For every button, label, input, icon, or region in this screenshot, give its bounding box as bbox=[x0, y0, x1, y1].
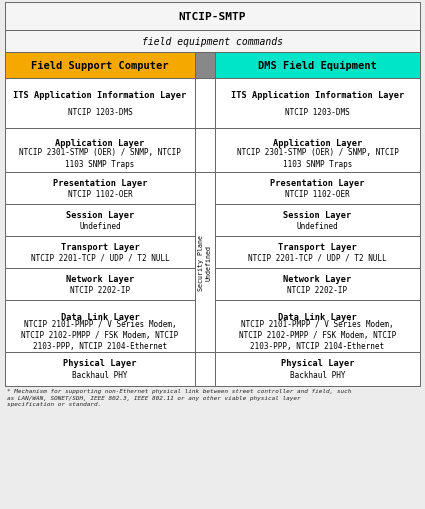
Text: Network Layer: Network Layer bbox=[66, 274, 134, 283]
Bar bbox=[195, 129, 215, 173]
Text: NTCIP 2202-IP: NTCIP 2202-IP bbox=[70, 286, 130, 294]
Text: NTCIP 2201-TCP / UDP / T2 NULL: NTCIP 2201-TCP / UDP / T2 NULL bbox=[248, 253, 387, 263]
Bar bbox=[195, 352, 215, 386]
Bar bbox=[215, 352, 420, 386]
Bar bbox=[5, 300, 195, 352]
Bar bbox=[195, 79, 215, 129]
Bar bbox=[215, 129, 420, 173]
Text: NTCIP 1102-OER: NTCIP 1102-OER bbox=[68, 189, 132, 199]
Text: ITS Application Information Layer: ITS Application Information Layer bbox=[231, 90, 404, 99]
Text: Backhaul PHY: Backhaul PHY bbox=[290, 371, 345, 380]
Text: Transport Layer: Transport Layer bbox=[278, 242, 357, 251]
Bar bbox=[215, 173, 420, 205]
Bar bbox=[5, 53, 195, 79]
Bar bbox=[195, 53, 215, 79]
Text: NTCIP 2101-PMPP / V Series Modem,
NTCIP 2102-PMPP / FSK Modem, NTCIP
2103-PPP, N: NTCIP 2101-PMPP / V Series Modem, NTCIP … bbox=[239, 320, 396, 351]
Bar bbox=[5, 205, 195, 237]
Text: Data Link Layer: Data Link Layer bbox=[61, 313, 139, 322]
Text: Undefined: Undefined bbox=[79, 221, 121, 231]
Text: Presentation Layer: Presentation Layer bbox=[270, 178, 365, 187]
Bar bbox=[5, 31, 420, 53]
Bar bbox=[5, 173, 195, 205]
Text: Transport Layer: Transport Layer bbox=[61, 242, 139, 251]
Bar bbox=[5, 129, 195, 173]
Text: Session Layer: Session Layer bbox=[66, 210, 134, 219]
Bar bbox=[215, 53, 420, 79]
Text: ITS Application Information Layer: ITS Application Information Layer bbox=[13, 90, 187, 99]
Text: NTCIP 2101-PMPP / V Series Modem,
NTCIP 2102-PMPP / FSK Modem, NTCIP
2103-PPP, N: NTCIP 2101-PMPP / V Series Modem, NTCIP … bbox=[21, 320, 178, 351]
Text: NTCIP 2301-STMP (OER) / SNMP, NTCIP
1103 SNMP Traps: NTCIP 2301-STMP (OER) / SNMP, NTCIP 1103… bbox=[19, 148, 181, 168]
Text: Presentation Layer: Presentation Layer bbox=[53, 178, 147, 187]
Text: NTCIP-SMTP: NTCIP-SMTP bbox=[179, 12, 246, 22]
Text: NTCIP 2202-IP: NTCIP 2202-IP bbox=[287, 286, 348, 294]
Text: NTCIP 1203-DMS: NTCIP 1203-DMS bbox=[68, 108, 132, 117]
Text: * Mechanism for supporting non-Ethernet physical link between street controller : * Mechanism for supporting non-Ethernet … bbox=[7, 388, 351, 406]
Bar bbox=[215, 300, 420, 352]
Bar bbox=[5, 268, 195, 300]
Bar bbox=[5, 352, 195, 386]
Bar bbox=[215, 79, 420, 129]
Text: Application Layer: Application Layer bbox=[273, 138, 362, 147]
Text: Network Layer: Network Layer bbox=[283, 274, 351, 283]
Text: Physical Layer: Physical Layer bbox=[63, 359, 137, 367]
Text: NTCIP 1102-OER: NTCIP 1102-OER bbox=[285, 189, 350, 199]
Text: NTCIP 2201-TCP / UDP / T2 NULL: NTCIP 2201-TCP / UDP / T2 NULL bbox=[31, 253, 170, 263]
Text: Undefined: Undefined bbox=[297, 221, 338, 231]
Bar bbox=[195, 173, 215, 352]
Bar bbox=[5, 79, 195, 129]
Text: field equipment commands: field equipment commands bbox=[142, 37, 283, 47]
Text: Field Support Computer: Field Support Computer bbox=[31, 61, 169, 71]
Text: DMS Field Equipment: DMS Field Equipment bbox=[258, 61, 377, 71]
Text: Security Plane
Undefined: Security Plane Undefined bbox=[198, 235, 212, 291]
Text: Physical Layer: Physical Layer bbox=[281, 359, 354, 367]
Bar bbox=[215, 268, 420, 300]
Bar bbox=[5, 3, 420, 31]
Bar bbox=[215, 205, 420, 237]
Text: Session Layer: Session Layer bbox=[283, 210, 351, 219]
Bar bbox=[215, 237, 420, 268]
Text: Backhaul PHY: Backhaul PHY bbox=[72, 371, 128, 380]
Bar bbox=[5, 237, 195, 268]
Text: NTCIP 1203-DMS: NTCIP 1203-DMS bbox=[285, 108, 350, 117]
Text: Data Link Layer: Data Link Layer bbox=[278, 313, 357, 322]
Text: Application Layer: Application Layer bbox=[55, 138, 144, 147]
Text: NTCIP 2301-STMP (OER) / SNMP, NTCIP
1103 SNMP Traps: NTCIP 2301-STMP (OER) / SNMP, NTCIP 1103… bbox=[237, 148, 398, 168]
